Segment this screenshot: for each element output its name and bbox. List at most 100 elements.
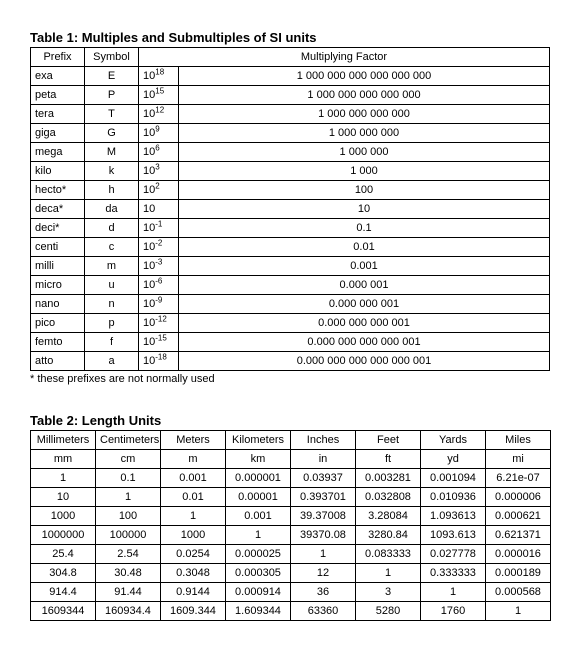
cell-prefix: exa <box>31 67 85 86</box>
table-row: megaM1061 000 000 <box>31 143 550 162</box>
cell-value: 1 <box>486 602 551 621</box>
cell-symbol: k <box>85 162 139 181</box>
table-row: centic10-20.01 <box>31 238 550 257</box>
cell-prefix: mega <box>31 143 85 162</box>
th-symbol: cm <box>96 450 161 469</box>
cell-power: 1018 <box>139 67 179 86</box>
cell-factor: 0.000 000 001 <box>179 295 550 314</box>
cell-value: 1609.344 <box>161 602 226 621</box>
cell-power: 10-9 <box>139 295 179 314</box>
cell-value: 0.000914 <box>226 583 291 602</box>
cell-value: 0.9144 <box>161 583 226 602</box>
table-row: petaP10151 000 000 000 000 000 <box>31 86 550 105</box>
cell-value: 0.000001 <box>226 469 291 488</box>
cell-power: 10-12 <box>139 314 179 333</box>
table-row: millim10-30.001 <box>31 257 550 276</box>
cell-value: 1000000 <box>31 526 96 545</box>
table-row: picop10-120.000 000 000 001 <box>31 314 550 333</box>
table-row: deca*da1010 <box>31 200 550 219</box>
table-row: 914.491.440.91440.00091436310.000568 <box>31 583 551 602</box>
cell-value: 914.4 <box>31 583 96 602</box>
cell-symbol: M <box>85 143 139 162</box>
cell-value: 3 <box>356 583 421 602</box>
cell-symbol: d <box>85 219 139 238</box>
cell-symbol: a <box>85 352 139 371</box>
cell-value: 12 <box>291 564 356 583</box>
cell-value: 0.000006 <box>486 488 551 507</box>
cell-symbol: m <box>85 257 139 276</box>
table-row: gigaG1091 000 000 000 <box>31 124 550 143</box>
cell-prefix: atto <box>31 352 85 371</box>
cell-value: 0.03937 <box>291 469 356 488</box>
table2: MillimetersCentimetersMetersKilometersIn… <box>30 430 551 621</box>
cell-value: 100000 <box>96 526 161 545</box>
cell-value: 1000 <box>31 507 96 526</box>
cell-value: 0.000568 <box>486 583 551 602</box>
cell-value: 0.00001 <box>226 488 291 507</box>
th-factor: Multiplying Factor <box>139 48 550 67</box>
cell-value: 10 <box>31 488 96 507</box>
cell-symbol: h <box>85 181 139 200</box>
cell-value: 3280.84 <box>356 526 421 545</box>
cell-value: 0.000189 <box>486 564 551 583</box>
cell-value: 0.001 <box>226 507 291 526</box>
cell-prefix: deci* <box>31 219 85 238</box>
th-unit: Feet <box>356 431 421 450</box>
table-row: 1609344160934.41609.3441.609344633605280… <box>31 602 551 621</box>
cell-power: 103 <box>139 162 179 181</box>
cell-power: 106 <box>139 143 179 162</box>
cell-value: 1093.613 <box>421 526 486 545</box>
table2-title: Table 2: Length Units <box>30 413 550 428</box>
cell-value: 39370.08 <box>291 526 356 545</box>
th-symbol: Symbol <box>85 48 139 67</box>
cell-value: 0.1 <box>96 469 161 488</box>
cell-value: 6.21e-07 <box>486 469 551 488</box>
cell-value: 30.48 <box>96 564 161 583</box>
cell-symbol: c <box>85 238 139 257</box>
th-prefix: Prefix <box>31 48 85 67</box>
table-row: attoa10-180.000 000 000 000 000 001 <box>31 352 550 371</box>
cell-symbol: P <box>85 86 139 105</box>
cell-value: 304.8 <box>31 564 96 583</box>
th-symbol: m <box>161 450 226 469</box>
cell-value: 0.001 <box>161 469 226 488</box>
th-unit: Meters <box>161 431 226 450</box>
cell-value: 36 <box>291 583 356 602</box>
table-row: microu10-60.000 001 <box>31 276 550 295</box>
cell-prefix: peta <box>31 86 85 105</box>
cell-value: 1609344 <box>31 602 96 621</box>
cell-value: 0.393701 <box>291 488 356 507</box>
cell-power: 1015 <box>139 86 179 105</box>
cell-value: 63360 <box>291 602 356 621</box>
cell-prefix: nano <box>31 295 85 314</box>
cell-value: 1 <box>291 545 356 564</box>
table1-footnote: * these prefixes are not normally used <box>30 373 550 385</box>
th-unit: Centimeters <box>96 431 161 450</box>
cell-value: 0.001094 <box>421 469 486 488</box>
th-unit: Miles <box>486 431 551 450</box>
cell-prefix: milli <box>31 257 85 276</box>
cell-value: 1 <box>161 507 226 526</box>
cell-value: 1 <box>421 583 486 602</box>
cell-factor: 0.01 <box>179 238 550 257</box>
cell-factor: 1 000 000 000 000 000 <box>179 86 550 105</box>
cell-symbol: f <box>85 333 139 352</box>
cell-factor: 1 000 <box>179 162 550 181</box>
cell-factor: 0.000 001 <box>179 276 550 295</box>
table-row: 100010010.00139.370083.280841.0936130.00… <box>31 507 551 526</box>
cell-value: 0.000305 <box>226 564 291 583</box>
table-row: nanon10-90.000 000 001 <box>31 295 550 314</box>
cell-value: 0.083333 <box>356 545 421 564</box>
cell-symbol: u <box>85 276 139 295</box>
table-row: exaE10181 000 000 000 000 000 000 <box>31 67 550 86</box>
cell-factor: 1 000 000 000 <box>179 124 550 143</box>
cell-power: 1012 <box>139 105 179 124</box>
th-unit: Yards <box>421 431 486 450</box>
cell-value: 0.000016 <box>486 545 551 564</box>
th-symbol: ft <box>356 450 421 469</box>
cell-symbol: G <box>85 124 139 143</box>
cell-value: 0.000025 <box>226 545 291 564</box>
cell-factor: 10 <box>179 200 550 219</box>
cell-value: 1 <box>226 526 291 545</box>
cell-factor: 1 000 000 <box>179 143 550 162</box>
